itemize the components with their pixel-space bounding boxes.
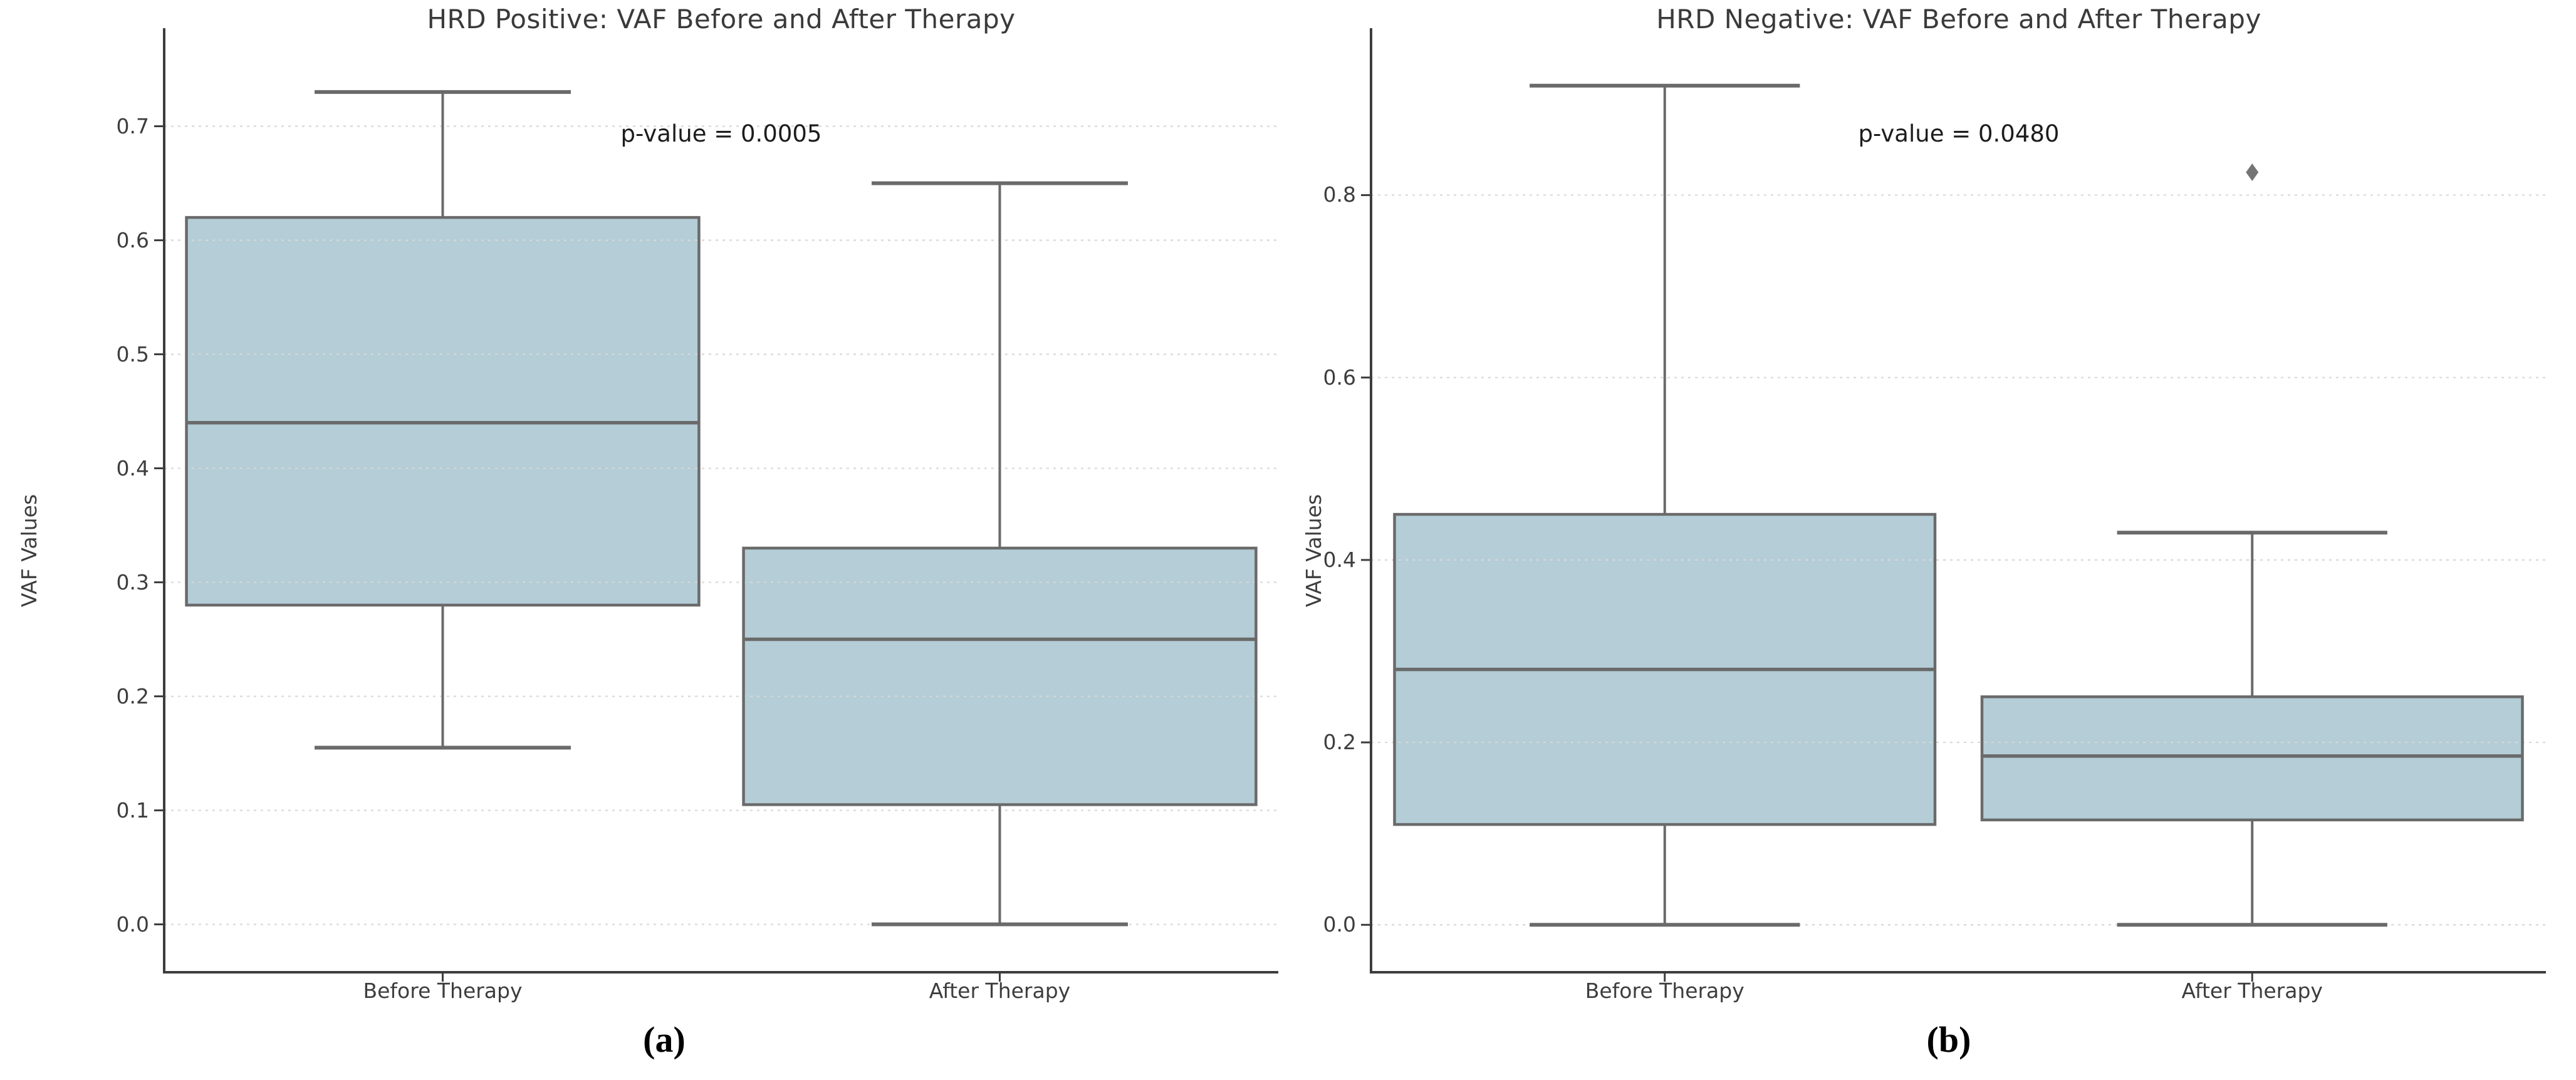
y-tick-label: 0.0 [116,911,149,937]
y-tick-label: 0.1 [116,797,149,823]
outlier-diamond [2246,164,2259,182]
y-tick-label: 0.7 [116,113,149,138]
y-tick-label: 0.4 [1323,547,1356,572]
box-outline-before [185,215,701,607]
y-tick-label: 0.0 [1323,912,1356,937]
box-outline-after [1980,695,2524,822]
box-fill-after [1982,697,2523,820]
panel-a-caption: (a) [643,1019,686,1060]
y-tick-label: 0.2 [1323,730,1356,755]
panel-a-pvalue-annotation: p-value = 0.0005 [620,120,822,147]
y-tick-label: 0.6 [116,227,149,252]
panel-b-title: HRD Negative: VAF Before and After Thera… [1656,4,2261,34]
panel-b-pvalue-annotation: p-value = 0.0480 [1858,120,2060,147]
y-tick-label: 0.3 [116,569,149,595]
panel-a-title: HRD Positive: VAF Before and After Thera… [427,4,1016,34]
x-tick-label-after-therapy: After Therapy [929,979,1071,1003]
panel-b-caption: (b) [1926,1019,1971,1060]
y-tick-label: 0.6 [1323,365,1356,390]
panel-a-y-axis-label: VAF Values [17,494,41,608]
box-fill-after [743,548,1256,805]
box-fill-before [186,217,699,605]
y-tick-label: 0.4 [116,455,149,480]
x-tick-label-before-therapy: Before Therapy [1585,979,1744,1003]
y-tick-label: 0.8 [1323,182,1356,207]
y-tick-label: 0.5 [116,341,149,366]
y-tick-label: 0.2 [116,683,149,709]
x-tick-label-after-therapy: After Therapy [2181,979,2323,1003]
x-tick-label-before-therapy: Before Therapy [363,979,523,1003]
box-outline-after [742,546,1258,806]
